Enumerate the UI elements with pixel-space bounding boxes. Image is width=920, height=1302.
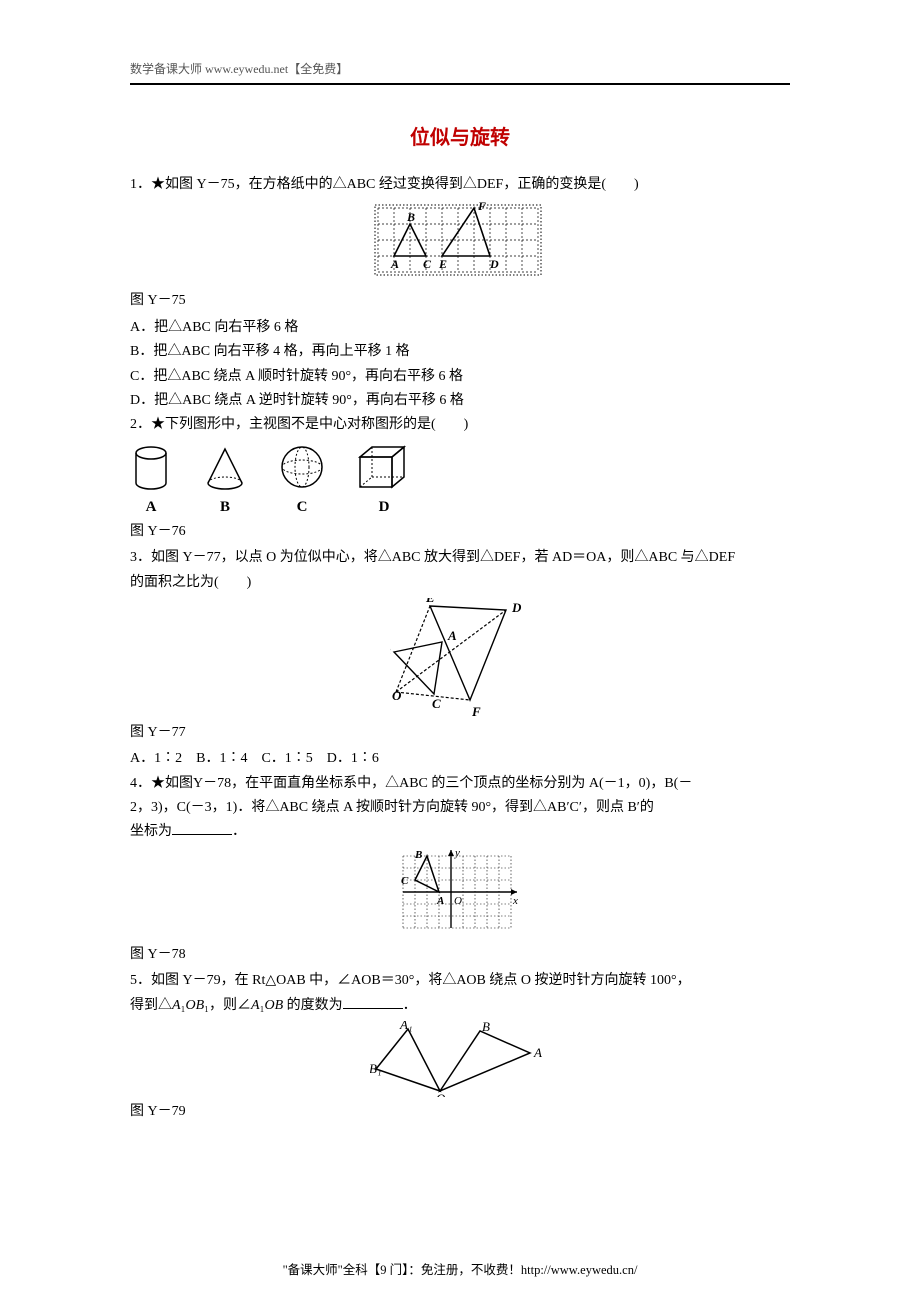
q4-stem-c: 坐标为． [130, 821, 790, 843]
svg-text:C: C [432, 696, 441, 711]
q1-optB: B．把△ABC 向右平移 4 格，再向上平移 1 格 [130, 341, 790, 363]
svg-text:C: C [401, 875, 409, 887]
q4-stem-b: 2，3)，C(－3，1)．将△ABC 绕点 A 按顺时针方向旋转 90°，得到△… [130, 797, 790, 819]
q2-stem: 2．★下列图形中，主视图不是中心对称图形的是( ) [130, 414, 790, 436]
svg-text:A: A [533, 1045, 542, 1060]
q3-figure-caption: 图 Y－77 [130, 722, 790, 744]
page-header: 数学备课大师 www.eywedu.net【全免费】 [130, 60, 790, 85]
q5-blank [343, 995, 403, 1009]
q1-stem: 1．★如图 Y－75，在方格纸中的△ABC 经过变换得到△DEF，正确的变换是(… [130, 174, 790, 196]
svg-text:B₁: B₁ [370, 1061, 381, 1076]
q5-stem-b: 得到△A₁OB₁，则∠A₁OB 的度数为． [130, 995, 790, 1017]
svg-text:O: O [436, 1091, 446, 1097]
svg-text:A: A [436, 895, 444, 907]
cylinder-icon [130, 445, 172, 491]
cuboid-icon [356, 443, 412, 491]
svg-text:A: A [390, 257, 399, 271]
q3-figure: O C F B A E D [130, 598, 790, 718]
svg-text:D: D [489, 257, 499, 271]
svg-text:A₁: A₁ [399, 1021, 412, 1032]
q4-stem-a: 4．★如图Y－78，在平面直角坐标系中，△ABC 的三个顶点的坐标分别为 A(－… [130, 773, 790, 795]
svg-text:x: x [512, 895, 518, 907]
page-title: 位似与旋转 [130, 121, 790, 150]
q2-label-C: C [278, 495, 326, 519]
q4-figure: A B C Ox y [130, 848, 790, 940]
q3-stem-a: 3．如图 Y－77，以点 O 为位似中心，将△ABC 放大得到△DEF，若 AD… [130, 547, 790, 569]
q1-optC: C．把△ABC 绕点 A 顺时针旋转 90°，再向右平移 6 格 [130, 366, 790, 388]
svg-text:B: B [390, 644, 391, 659]
svg-text:O: O [454, 895, 462, 907]
svg-text:C: C [423, 257, 432, 271]
q5-figure-caption: 图 Y－79 [130, 1101, 790, 1123]
svg-text:B: B [406, 210, 415, 224]
q1-figure-caption: 图 Y－75 [130, 290, 790, 312]
svg-text:E: E [438, 257, 447, 271]
q4-blank [172, 821, 232, 835]
q5-stem-a: 5．如图 Y－79，在 Rt△OAB 中，∠AOB＝30°，将△AOB 绕点 O… [130, 970, 790, 992]
q3-stem-b: 的面积之比为( ) [130, 572, 790, 594]
q2-label-B: B [202, 495, 248, 519]
svg-text:O: O [392, 688, 402, 703]
svg-text:A: A [447, 628, 457, 643]
q1-optA: A．把△ABC 向右平移 6 格 [130, 317, 790, 339]
svg-text:D: D [511, 600, 522, 615]
q2-shapes: A B C [130, 443, 790, 519]
q1-figure: A B CE F D [130, 200, 790, 286]
cone-icon [202, 445, 248, 491]
svg-text:F: F [477, 200, 486, 213]
sphere-icon [278, 443, 326, 491]
svg-text:y: y [454, 848, 460, 859]
svg-text:F: F [471, 704, 481, 718]
svg-text:B: B [414, 849, 422, 861]
page-footer: "备课大师"全科【9 门】：免注册，不收费！http://www.eywedu.… [0, 1259, 920, 1278]
q2-figure-caption: 图 Y－76 [130, 521, 790, 543]
svg-text:B: B [482, 1021, 490, 1034]
q3-options: A．1∶2 B．1∶4 C．1∶5 D．1∶6 [130, 748, 790, 770]
svg-text:E: E [425, 598, 435, 605]
q4-figure-caption: 图 Y－78 [130, 944, 790, 966]
q1-optD: D．把△ABC 绕点 A 逆时针旋转 90°，再向右平移 6 格 [130, 390, 790, 412]
q5-figure: O B A A₁ B₁ [130, 1021, 790, 1097]
q2-label-A: A [130, 495, 172, 519]
q5-svg: O B A A₁ B₁ [370, 1021, 550, 1097]
q2-label-D: D [356, 495, 412, 519]
